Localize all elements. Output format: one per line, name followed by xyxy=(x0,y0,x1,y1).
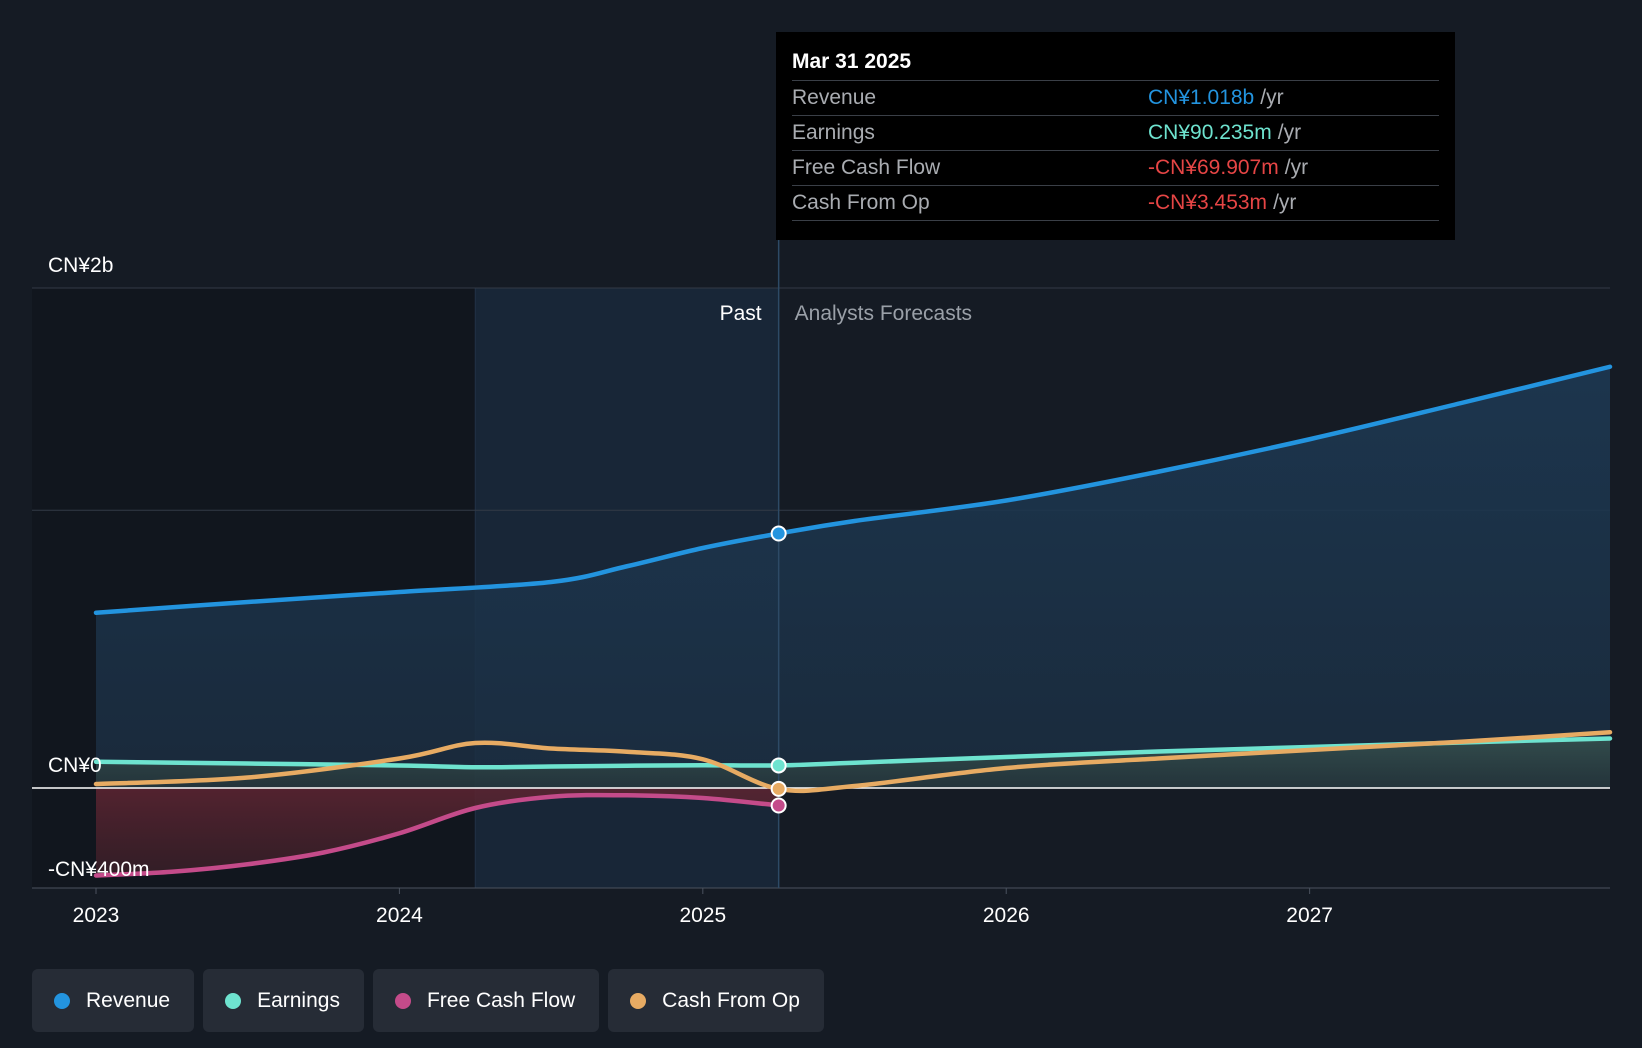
legend: Revenue Earnings Free Cash Flow Cash Fro… xyxy=(32,969,824,1032)
tooltip-value: -CN¥3.453m xyxy=(1148,191,1268,214)
tooltip-date: Mar 31 2025 xyxy=(792,50,912,73)
tooltip-value: -CN¥69.907m xyxy=(1148,156,1279,179)
tooltip-row-cash-from-op: Cash From Op -CN¥3.453m /yr xyxy=(792,185,1439,221)
tooltip: Mar 31 2025 Revenue CN¥1.018b /yr Earnin… xyxy=(776,32,1455,240)
legend-item-earnings[interactable]: Earnings xyxy=(203,969,364,1032)
x-tick-label: 2024 xyxy=(376,904,423,927)
x-tick-label: 2023 xyxy=(73,904,120,927)
y-tick-label: CN¥0 xyxy=(48,754,102,777)
tooltip-label: Earnings xyxy=(792,121,875,144)
legend-dot-icon xyxy=(394,992,411,1009)
tooltip-label: Revenue xyxy=(792,86,877,109)
legend-item-revenue[interactable]: Revenue xyxy=(32,969,195,1032)
legend-label: Revenue xyxy=(86,988,171,1012)
legend-dot-icon xyxy=(54,992,70,1009)
tooltip-label: Free Cash Flow xyxy=(792,156,941,179)
y-tick-label: -CN¥400m xyxy=(48,858,150,881)
cash-from-op-marker xyxy=(770,780,787,797)
free-cash-flow-line xyxy=(93,792,781,878)
tooltip-unit: /yr xyxy=(1260,86,1284,109)
tooltip-unit: /yr xyxy=(1273,191,1297,214)
x-tick-label: 2026 xyxy=(983,904,1030,927)
revenue-line xyxy=(93,364,1613,615)
legend-dot-icon xyxy=(630,992,647,1009)
tooltip-unit: /yr xyxy=(1284,156,1309,179)
tooltip-row-revenue: Revenue CN¥1.018b /yr xyxy=(792,80,1439,115)
y-tick-label: CN¥2b xyxy=(48,254,113,277)
tooltip-label: Cash From Op xyxy=(792,191,930,214)
free-cash-flow-area xyxy=(96,788,779,876)
free-cash-flow-marker xyxy=(770,797,787,814)
past-label: Past xyxy=(720,302,762,325)
legend-label: Earnings xyxy=(257,988,340,1012)
x-tick-label: 2027 xyxy=(1286,904,1333,927)
tooltip-value: CN¥90.235m xyxy=(1148,121,1272,144)
legend-label: Cash From Op xyxy=(662,988,800,1012)
tooltip-value: CN¥1.018b xyxy=(1148,86,1255,109)
tooltip-unit: /yr xyxy=(1277,121,1302,144)
legend-label: Free Cash Flow xyxy=(426,988,576,1012)
legend-item-free-cash-flow[interactable]: Free Cash Flow xyxy=(372,969,600,1032)
x-tick-label: 2025 xyxy=(679,904,726,927)
tooltip-row-free-cash-flow: Free Cash Flow -CN¥69.907m /yr xyxy=(792,150,1439,185)
forecast-label: Analysts Forecasts xyxy=(795,302,972,325)
earnings-marker xyxy=(770,757,787,774)
revenue-area xyxy=(96,366,1610,788)
legend-item-cash-from-op[interactable]: Cash From Op xyxy=(608,969,824,1032)
legend-dot-icon xyxy=(225,992,242,1009)
revenue-marker xyxy=(770,525,787,542)
tooltip-row-earnings: Earnings CN¥90.235m /yr xyxy=(792,115,1439,150)
